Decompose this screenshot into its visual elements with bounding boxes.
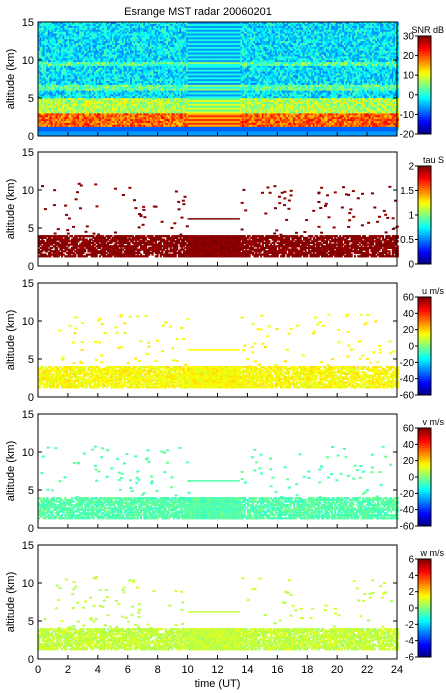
figure-title: Esrange MST radar 20060201: [124, 6, 272, 18]
heatmap-cells: [38, 22, 399, 136]
